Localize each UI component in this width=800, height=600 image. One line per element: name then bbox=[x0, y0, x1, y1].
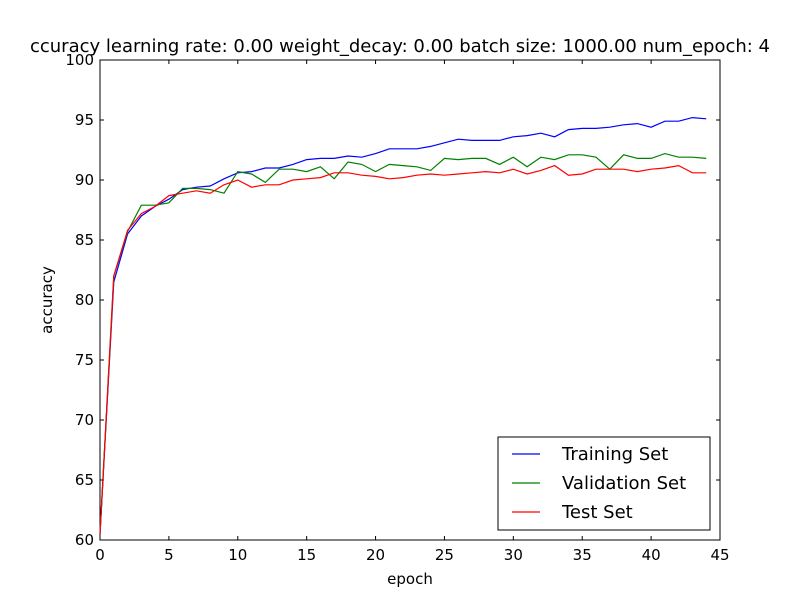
y-tick-label: 85 bbox=[75, 231, 94, 249]
x-tick-label: 25 bbox=[435, 546, 454, 564]
y-axis-label: accuracy bbox=[38, 266, 56, 334]
x-tick-label: 5 bbox=[164, 546, 174, 564]
y-tick-label: 70 bbox=[75, 411, 94, 429]
y-tick-label: 60 bbox=[75, 531, 94, 549]
y-tick-label: 75 bbox=[75, 351, 94, 369]
x-tick-label: 20 bbox=[366, 546, 385, 564]
y-tick-label: 80 bbox=[75, 291, 94, 309]
legend-label-training-set: Training Set bbox=[561, 444, 668, 465]
legend-label-test-set: Test Set bbox=[561, 502, 633, 523]
y-tick-label: 95 bbox=[75, 111, 94, 129]
x-axis-label: epoch bbox=[387, 570, 433, 588]
x-tick-label: 35 bbox=[573, 546, 592, 564]
x-tick-label: 30 bbox=[504, 546, 523, 564]
x-tick-label: 45 bbox=[710, 546, 729, 564]
x-tick-label: 10 bbox=[228, 546, 247, 564]
x-tick-label: 15 bbox=[297, 546, 316, 564]
ticks-layer: 0 5 10 15 20 25 30 35 40 45 60 65 70 75 80 85 90 95 100 bbox=[65, 51, 729, 564]
series-layer bbox=[99, 116, 707, 535]
series-line-validation-set bbox=[99, 152, 707, 535]
chart-title: ccuracy learning rate: 0.00 weight_decay… bbox=[30, 36, 770, 57]
y-tick-label: 100 bbox=[65, 51, 94, 69]
legend-label-validation-set: Validation Set bbox=[562, 473, 686, 494]
y-tick-label: 65 bbox=[75, 471, 94, 489]
legend: Training Set Validation Set Test Set bbox=[497, 436, 711, 531]
y-tick-label: 90 bbox=[75, 171, 94, 189]
x-tick-label: 0 bbox=[95, 546, 105, 564]
x-tick-label: 40 bbox=[642, 546, 661, 564]
series-line-test-set bbox=[99, 164, 707, 535]
series-line-training-set bbox=[99, 116, 707, 535]
